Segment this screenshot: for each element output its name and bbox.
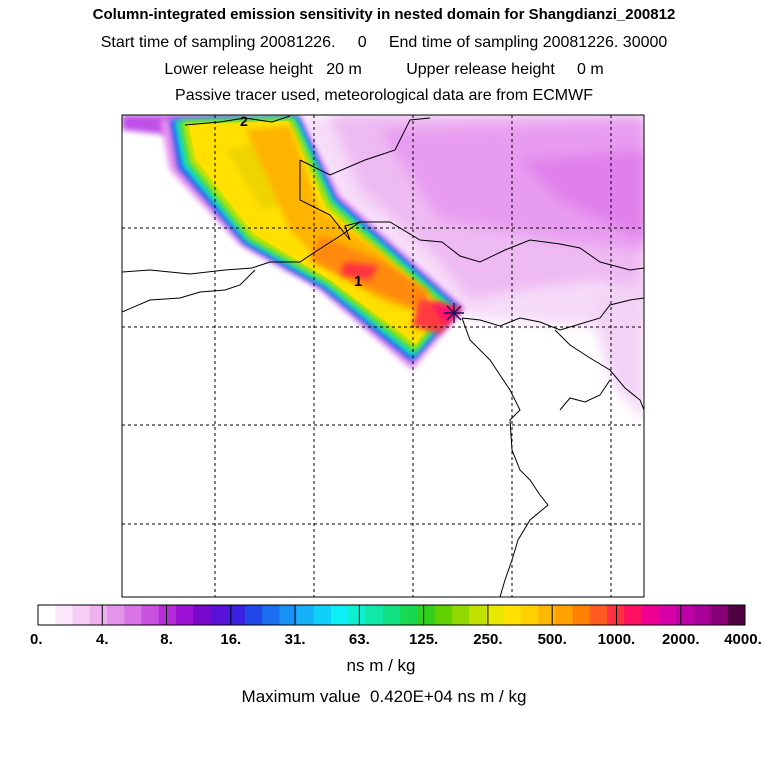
contour-label-2: 2 (240, 113, 248, 129)
colorbar-swatch (296, 605, 315, 625)
colorbar-swatch (175, 605, 194, 625)
colorbar-swatch (141, 605, 159, 625)
colorbar-tick-label: 250. (473, 631, 502, 648)
colorbar-tick-labels: 0. 4. 8. 16. 31. 63. 125. 250. 500. 1000. 2000. 400… (30, 605, 762, 648)
colorbar-swatch (572, 605, 591, 625)
colorbar-swatch (676, 605, 694, 625)
colorbar-swatch (607, 605, 625, 625)
tracer-info-line: Passive tracer used, meteorological data… (175, 87, 593, 104)
colorbar-swatch (382, 605, 401, 625)
colorbar-swatch (624, 605, 642, 625)
colorbar-units: ns m / kg (346, 656, 416, 675)
colorbar-swatch (538, 605, 556, 625)
colorbar-swatch (331, 605, 349, 625)
colorbar-frame (37, 604, 746, 626)
colorbar-tick-label: 31. (285, 631, 306, 648)
colorbar-tick-label: 4000. (724, 631, 762, 648)
colorbar-swatch (193, 605, 211, 625)
colorbar-swatch (727, 605, 746, 625)
colorbar-swatch (348, 605, 366, 625)
plume (160, 115, 465, 370)
release-height-line: Lower release height 20 m Upper release … (164, 61, 604, 78)
maximum-value-label: Maximum value 0.420E+04 ns m / kg (241, 687, 527, 706)
colorbar-tick-label: 2000. (662, 631, 700, 648)
colorbar-tick-label: 63. (349, 631, 370, 648)
colorbar-swatch (365, 605, 384, 625)
colorbar-swatch (124, 605, 142, 625)
colorbar-swatch (279, 605, 297, 625)
colorbar-tick-label: 125. (409, 631, 438, 648)
colorbar-swatch (434, 605, 453, 625)
colorbar-swatch (710, 605, 729, 625)
colorbar-swatch (313, 605, 332, 625)
plot-title: Column-integrated emission sensitivity i… (92, 6, 676, 23)
colorbar-swatch (72, 605, 91, 625)
colorbar-tick-label: 16. (220, 631, 241, 648)
receptor-star-marker (444, 303, 464, 323)
coastlines (122, 115, 644, 597)
contour-label-1: 1 (354, 273, 362, 290)
colorbar-swatch (641, 605, 660, 625)
colorbar-tick-label: 8. (160, 631, 173, 648)
colorbar-swatches (38, 605, 746, 625)
colorbar-swatch (451, 605, 470, 625)
colorbar-tick-label: 500. (538, 631, 567, 648)
colorbar-swatch (89, 605, 108, 625)
colorbar-swatch (244, 605, 263, 625)
colorbar-swatch (555, 605, 573, 625)
colorbar-swatch (106, 605, 125, 625)
colorbar-swatch (503, 605, 522, 625)
colorbar-swatch (55, 605, 73, 625)
lat-lon-grid (122, 115, 644, 597)
colorbar-swatch (227, 605, 246, 625)
colorbar-swatch (210, 605, 228, 625)
colorbar-swatch (658, 605, 677, 625)
colorbar-swatch (486, 605, 504, 625)
colorbar-swatch (469, 605, 487, 625)
colorbar-tick-label: 1000. (598, 631, 636, 648)
colorbar-swatch (589, 605, 608, 625)
colorbar-swatch (262, 605, 280, 625)
colorbar-swatch (38, 605, 56, 625)
colorbar-swatch (158, 605, 177, 625)
colorbar-swatch (693, 605, 711, 625)
colorbar-tick-label: 0. (30, 631, 43, 648)
low-sensitivity-field (122, 115, 644, 420)
colorbar-swatch (520, 605, 539, 625)
map-frame (121, 114, 645, 598)
sampling-time-line: Start time of sampling 20081226. 0 End t… (100, 34, 668, 51)
colorbar-swatch (417, 605, 435, 625)
colorbar-swatch (400, 605, 418, 625)
colorbar-tick-label: 4. (96, 631, 109, 648)
